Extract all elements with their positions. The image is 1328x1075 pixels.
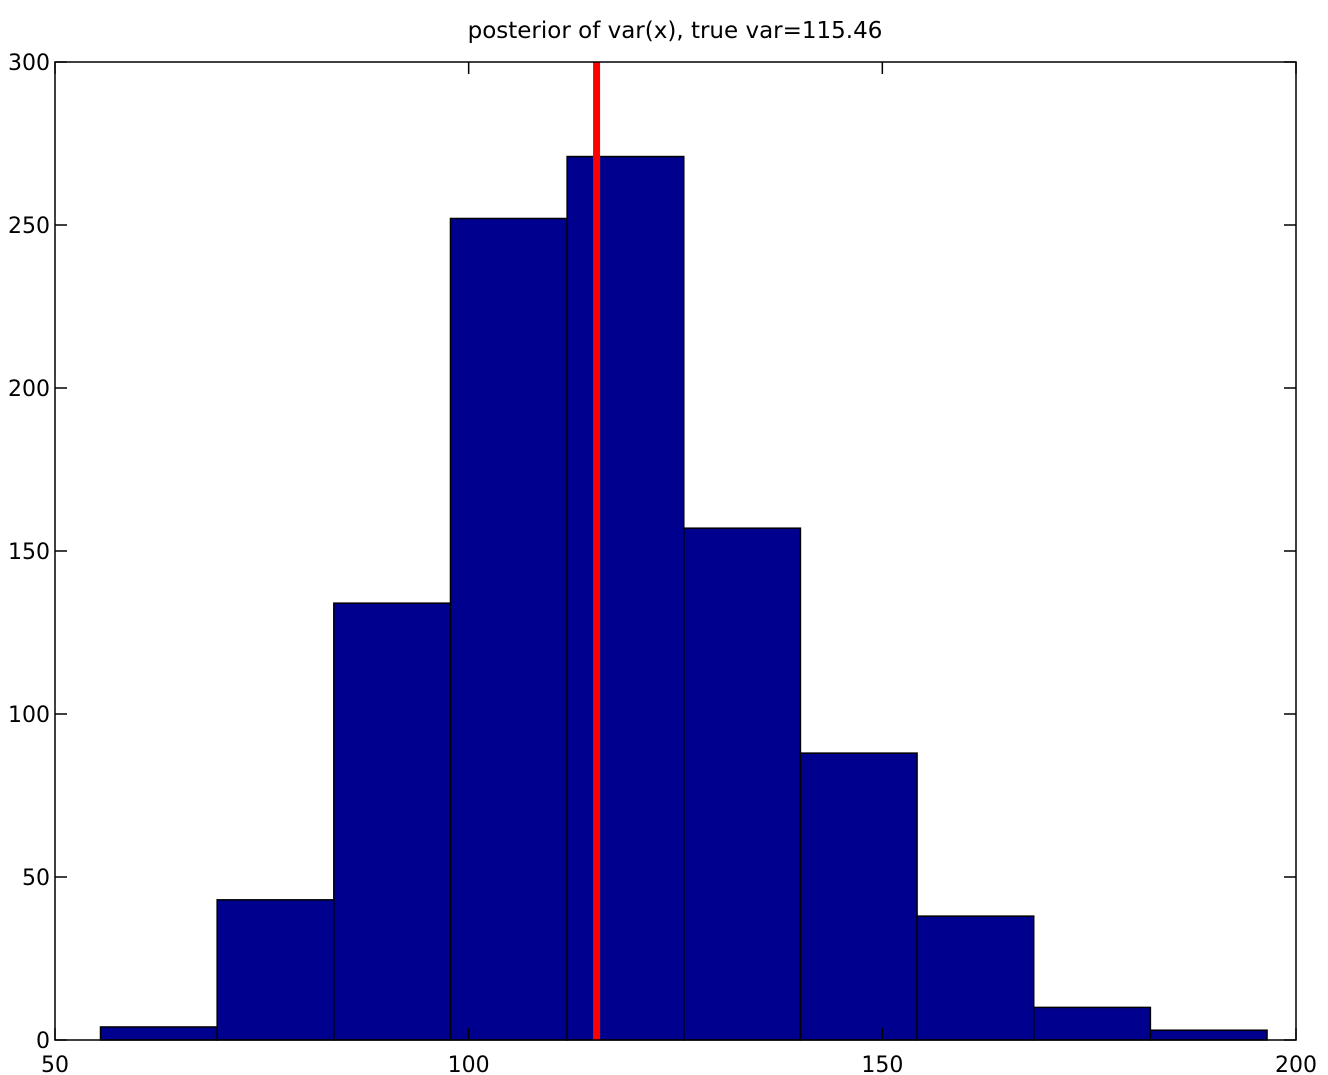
y-tick-label-0: 0 (36, 1029, 50, 1054)
histogram-bar-3 (333, 602, 452, 1041)
histogram-bar-10 (1149, 1029, 1268, 1041)
y-tick-label-200: 200 (8, 377, 50, 402)
y-tick-label-300: 300 (8, 51, 50, 76)
histogram-bar-6 (683, 527, 802, 1041)
histogram-bar-7 (799, 752, 918, 1041)
x-tick-label-150: 150 (861, 1053, 903, 1075)
histogram-bar-4 (449, 217, 568, 1041)
histogram-bar-2 (216, 899, 335, 1041)
histogram-bar-8 (916, 915, 1035, 1041)
chart-title: posterior of var(x), true var=115.46 (468, 18, 883, 44)
x-tick-label-200: 200 (1275, 1053, 1317, 1075)
axis-ticks (54, 61, 1297, 1041)
y-tick-label-250: 250 (8, 214, 50, 239)
histogram-bar-5 (566, 155, 685, 1041)
y-tick-label-100: 100 (8, 703, 50, 728)
histogram-bar-1 (99, 1026, 218, 1041)
y-tick-label-150: 150 (8, 540, 50, 565)
histogram-bar-9 (1032, 1006, 1152, 1041)
x-tick-label-100: 100 (448, 1053, 490, 1075)
histogram-bars (99, 155, 1268, 1041)
y-tick-label-50: 50 (22, 866, 50, 891)
x-tick-label-50: 50 (41, 1053, 69, 1075)
